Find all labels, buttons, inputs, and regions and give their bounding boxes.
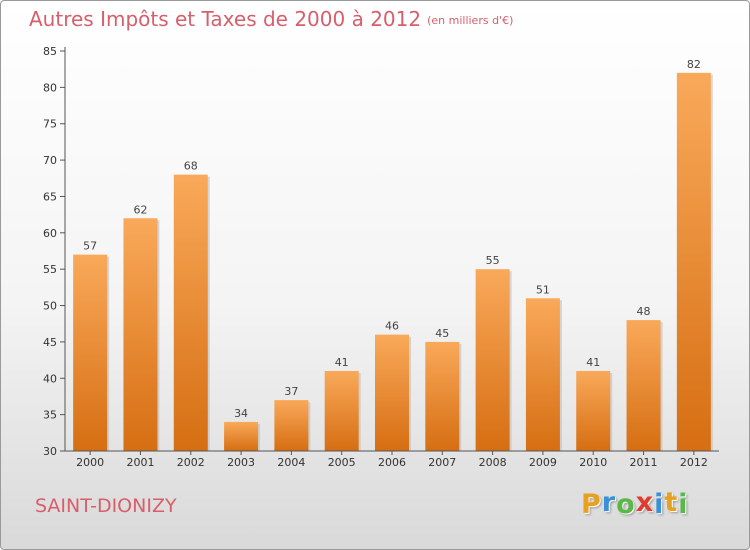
bar-2009 bbox=[525, 298, 560, 451]
bar-value-label: 68 bbox=[184, 160, 198, 173]
y-tick-label: 85 bbox=[43, 45, 57, 58]
y-tick-label: 75 bbox=[43, 118, 57, 131]
logo-letter: i bbox=[654, 489, 665, 520]
bar-2007 bbox=[425, 341, 460, 451]
logo-letter: x bbox=[635, 487, 655, 518]
bar-value-label: 48 bbox=[637, 305, 651, 318]
bar-2005 bbox=[324, 371, 359, 451]
bar-2012 bbox=[676, 72, 711, 452]
x-tick-label: 2006 bbox=[378, 456, 406, 469]
bar-value-label: 34 bbox=[234, 407, 248, 420]
chart-subtitle: (en milliers d'€) bbox=[427, 14, 514, 27]
bar-value-label: 46 bbox=[385, 320, 399, 333]
bar-value-label: 51 bbox=[536, 283, 550, 296]
x-tick-label: 2000 bbox=[76, 456, 104, 469]
bar-2004 bbox=[274, 400, 309, 451]
x-tick-label: 2012 bbox=[680, 456, 708, 469]
y-tick-label: 30 bbox=[43, 445, 57, 458]
bar-2011 bbox=[626, 320, 661, 451]
place-name: SAINT-DIONIZY bbox=[35, 495, 177, 517]
y-tick-label: 55 bbox=[43, 263, 57, 276]
bar-value-label: 41 bbox=[586, 356, 600, 369]
x-tick-label: 2009 bbox=[529, 456, 557, 469]
y-tick-label: 45 bbox=[43, 336, 57, 349]
bar-2000 bbox=[73, 254, 108, 451]
bar-value-label: 82 bbox=[687, 58, 701, 71]
logo-letter: i bbox=[678, 489, 689, 520]
x-tick-label: 2002 bbox=[177, 456, 205, 469]
y-tick-label: 40 bbox=[43, 372, 57, 385]
bar-value-label: 55 bbox=[486, 254, 500, 267]
x-tick-label: 2001 bbox=[126, 456, 154, 469]
logo-letter: P bbox=[581, 489, 602, 520]
logo-letter: o bbox=[616, 489, 636, 520]
y-tick-label: 80 bbox=[43, 81, 57, 94]
bar-2010 bbox=[576, 371, 611, 451]
bar-2008 bbox=[475, 269, 510, 451]
bar-2001 bbox=[123, 218, 158, 451]
x-tick-label: 2008 bbox=[479, 456, 507, 469]
y-tick-label: 50 bbox=[43, 300, 57, 313]
bar-value-label: 45 bbox=[435, 327, 449, 340]
x-tick-label: 2007 bbox=[428, 456, 456, 469]
x-tick-label: 2004 bbox=[277, 456, 305, 469]
chart-title: Autres Impôts et Taxes de 2000 à 2012 (en… bbox=[29, 7, 514, 31]
y-tick-label: 70 bbox=[43, 154, 57, 167]
bar-value-label: 37 bbox=[284, 385, 298, 398]
x-tick-label: 2010 bbox=[579, 456, 607, 469]
bar-2002 bbox=[173, 174, 208, 452]
y-tick-label: 65 bbox=[43, 190, 57, 203]
bar-2003 bbox=[224, 421, 259, 451]
y-tick-label: 35 bbox=[43, 409, 57, 422]
bar-value-label: 41 bbox=[335, 356, 349, 369]
logo-letter: t bbox=[664, 487, 679, 518]
x-tick-label: 2003 bbox=[227, 456, 255, 469]
x-tick-label: 2011 bbox=[630, 456, 658, 469]
bar-value-label: 62 bbox=[133, 203, 147, 216]
bar-value-label: 57 bbox=[83, 240, 97, 253]
logo-letter: r bbox=[601, 487, 617, 518]
x-tick-label: 2005 bbox=[328, 456, 356, 469]
proxiti-logo[interactable]: Proxiti bbox=[581, 487, 689, 520]
bar-2006 bbox=[375, 334, 409, 451]
y-tick-label: 60 bbox=[43, 227, 57, 240]
